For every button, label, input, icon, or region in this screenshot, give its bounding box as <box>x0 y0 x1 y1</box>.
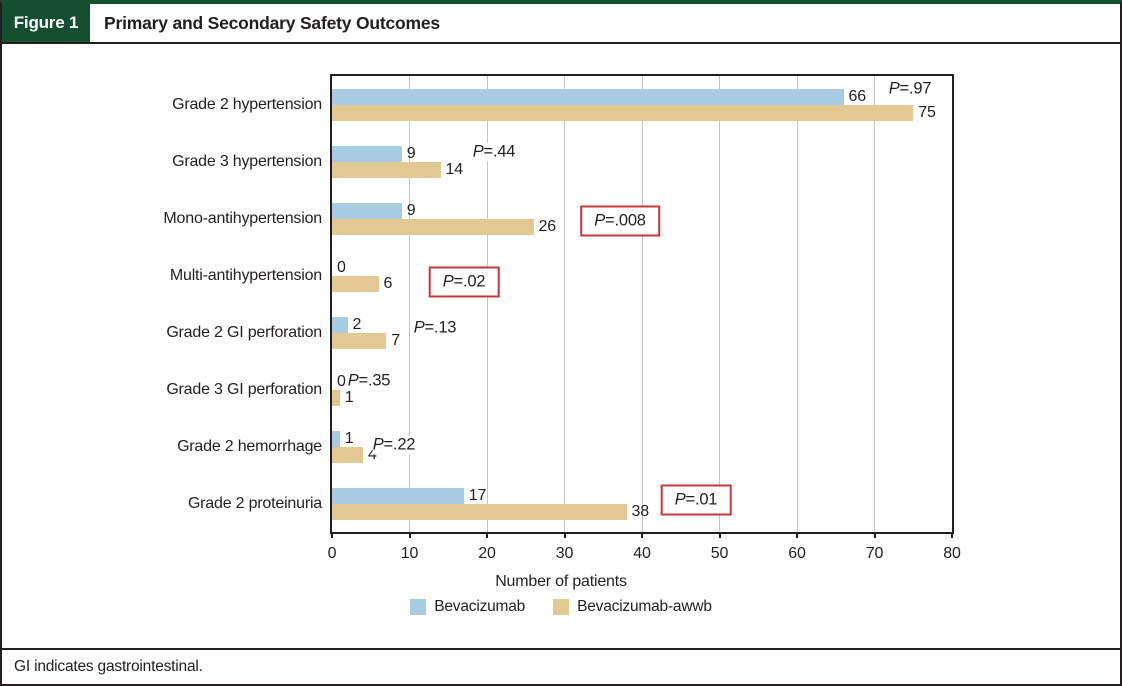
bar-bevacizumab-awwb <box>332 219 534 235</box>
bar-bevacizumab-awwb <box>332 105 914 121</box>
bar-bevacizumab-awwb <box>332 276 379 292</box>
category-label: Grade 2 proteinuria <box>187 494 322 512</box>
p-value-label: P=.35 <box>347 371 391 391</box>
p-value-boxed: P=.02 <box>428 266 500 298</box>
p-italic: P <box>347 371 359 390</box>
x-tick <box>331 532 333 538</box>
bar-bevacizumab-awwb <box>332 504 627 520</box>
x-tick-label: 10 <box>400 545 419 562</box>
bar-bevacizumab-awwb <box>332 447 363 463</box>
bar-bevacizumab-awwb <box>332 333 387 349</box>
gridline <box>641 76 643 532</box>
bar-bevacizumab <box>332 317 348 333</box>
bar-value-label: 0 <box>337 259 346 276</box>
x-tick <box>486 532 488 538</box>
bar-value-label: 26 <box>538 218 557 235</box>
p-value-label: P=.44 <box>472 142 516 162</box>
x-tick-label: 50 <box>710 545 729 562</box>
bar-bevacizumab-awwb <box>332 390 340 406</box>
legend-item: Bevacizumab-awwb <box>553 598 712 616</box>
p-value-boxed: P=.01 <box>660 484 732 516</box>
x-tick-label: 0 <box>327 545 337 562</box>
gridline <box>564 76 565 532</box>
x-tick-label: 80 <box>943 545 961 562</box>
bar-value-label: 2 <box>352 316 362 333</box>
x-tick-label: 60 <box>788 545 806 562</box>
plot-frame <box>330 74 954 534</box>
figure-title: Primary and Secondary Safety Outcomes <box>104 12 440 33</box>
bar-bevacizumab <box>332 431 340 447</box>
bar-value-label: 14 <box>445 161 464 178</box>
category-label: Grade 2 hypertension <box>172 95 322 113</box>
gridline <box>796 76 798 532</box>
p-value-label: P=.97 <box>888 79 932 99</box>
p-value-boxed: P=.008 <box>580 205 660 237</box>
category-label: Grade 3 hypertension <box>172 152 322 170</box>
bar-value-label: 1 <box>344 430 354 447</box>
gridline <box>486 76 488 532</box>
x-tick <box>408 532 411 538</box>
x-tick-label: 70 <box>865 545 884 562</box>
p-italic: P <box>594 211 606 230</box>
x-tick <box>641 532 643 538</box>
category-label: Multi-antihypertension <box>169 266 322 284</box>
bar-bevacizumab <box>332 203 402 219</box>
p-italic: P <box>442 272 454 291</box>
p-italic: P <box>472 142 484 161</box>
bar-value-label: 75 <box>918 104 936 121</box>
bar-bevacizumab-awwb <box>332 162 441 178</box>
x-tick <box>796 532 798 538</box>
bar-value-label: 0 <box>337 373 346 390</box>
x-tick-label: 20 <box>478 545 496 562</box>
bar-value-label: 66 <box>848 88 867 105</box>
category-label: Mono-antihypertension <box>163 209 322 227</box>
bar-value-label: 6 <box>383 275 393 292</box>
gridline <box>719 76 720 532</box>
x-tick <box>873 532 876 538</box>
bar-bevacizumab <box>332 89 844 105</box>
bar-bevacizumab <box>332 146 402 162</box>
p-italic: P <box>888 79 900 98</box>
legend-label: Bevacizumab <box>434 598 526 615</box>
category-label: Grade 2 GI perforation <box>166 323 322 341</box>
p-italic: P <box>372 435 384 454</box>
footnote-text: GI indicates gastrointestinal. <box>14 658 203 675</box>
gridline <box>409 76 410 532</box>
x-tick <box>563 532 566 538</box>
legend-label: Bevacizumab-awwb <box>577 598 712 615</box>
x-tick <box>718 532 721 538</box>
p-italic: P <box>413 318 425 337</box>
x-tick-label: 40 <box>633 545 651 562</box>
gridline <box>874 76 875 532</box>
chart-area: Grade 2 hypertension 66 75 Grade 3 hyperten… <box>2 46 1120 648</box>
bar-value-label: 38 <box>631 503 650 520</box>
x-tick <box>951 532 953 538</box>
legend: Bevacizumab Bevacizumab-awwb <box>2 598 1120 616</box>
x-tick-label: 30 <box>555 545 574 562</box>
category-label: Grade 2 hemorrhage <box>177 437 322 455</box>
p-italic: P <box>674 490 686 509</box>
bar-bevacizumab <box>332 488 464 504</box>
category-label: Grade 3 GI perforation <box>166 380 322 398</box>
figure-number-badge: Figure 1 <box>2 4 90 42</box>
legend-swatch <box>410 599 427 615</box>
legend-item: Bevacizumab <box>410 598 525 616</box>
p-value-label: P=.13 <box>413 318 457 338</box>
legend-swatch <box>553 599 570 615</box>
bar-value-label: 1 <box>344 389 354 406</box>
bar-value-label: 17 <box>468 487 487 504</box>
footnote-bar: GI indicates gastrointestinal. <box>2 648 1120 684</box>
bar-value-label: 9 <box>406 202 416 219</box>
x-axis-label: Number of patients <box>495 573 627 590</box>
bar-value-label: 4 <box>368 446 377 463</box>
bar-value-label: 7 <box>391 332 400 349</box>
bar-value-label: 9 <box>406 145 416 162</box>
figure-header: Figure 1 Primary and Secondary Safety Ou… <box>2 4 1120 44</box>
p-value-label: P=.22 <box>372 435 416 455</box>
